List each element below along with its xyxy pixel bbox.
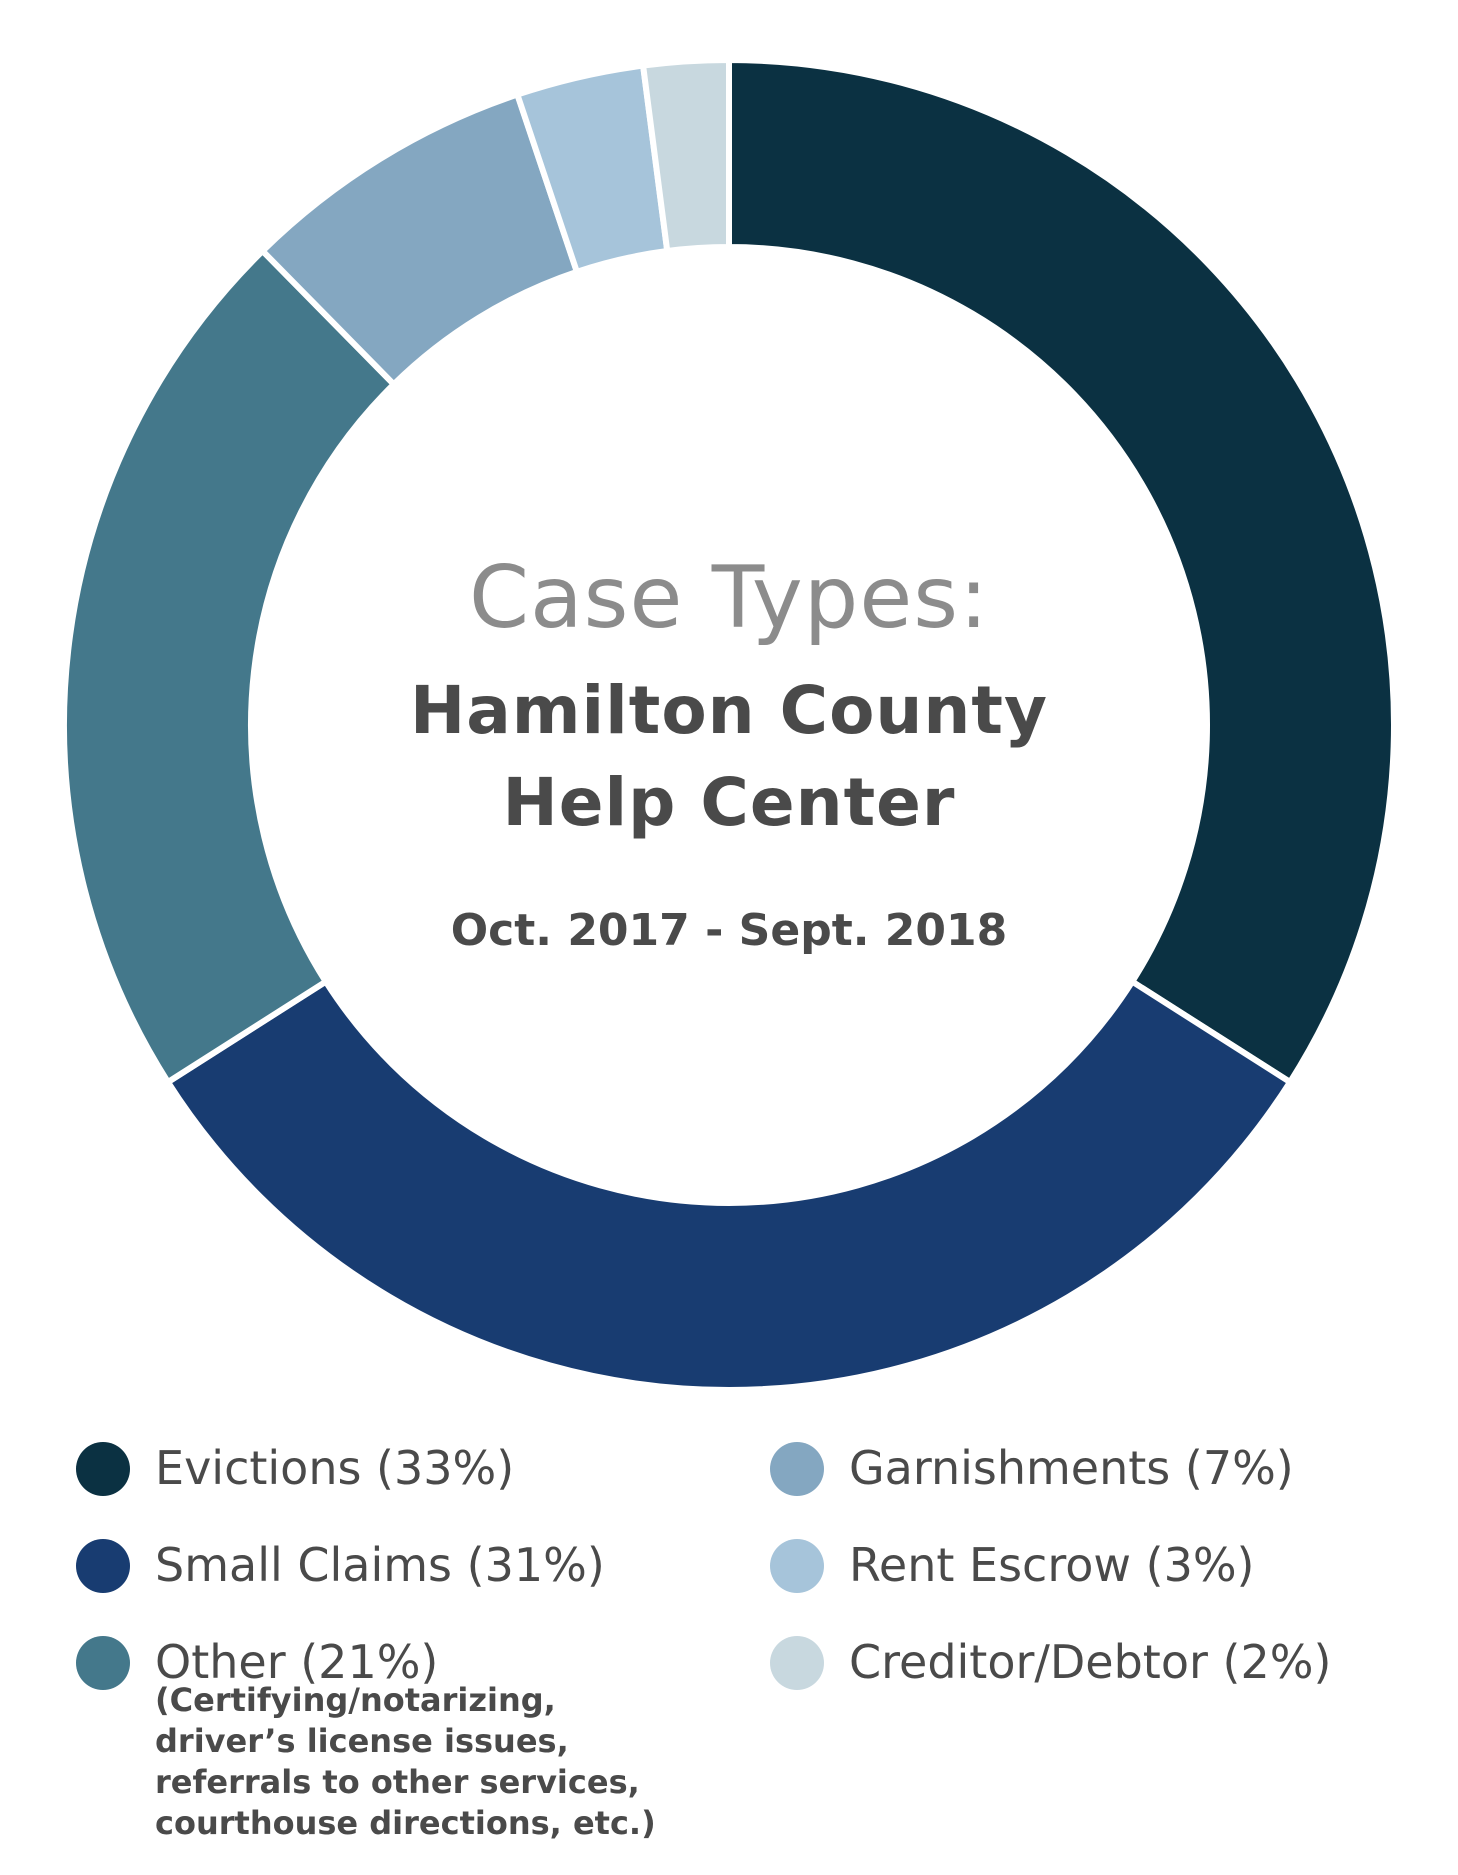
legend-label-garnishments: Garnishments (7%)	[849, 1441, 1294, 1495]
legend-swatch-evictions	[76, 1442, 130, 1496]
legend-other-note: (Certifying/notarizing, driver’s license…	[155, 1680, 656, 1844]
legend-swatch-garnishments	[770, 1442, 824, 1496]
slice-creditor-debtor	[639, 56, 732, 255]
chart-subtitle-line-1: Hamilton County	[410, 672, 1048, 749]
legend-swatch-small-claims	[76, 1539, 130, 1593]
legend-other-note-line: (Certifying/notarizing,	[155, 1681, 556, 1719]
chart-subtitle-line-2: Help Center	[502, 764, 956, 841]
legend-label-evictions: Evictions (33%)	[155, 1441, 515, 1495]
legend-swatch-creditor-debtor	[770, 1636, 824, 1690]
legend-label-creditor-debtor: Creditor/Debtor (2%)	[849, 1635, 1332, 1689]
legend-label-rent-escrow: Rent Escrow (3%)	[849, 1538, 1255, 1592]
slice-evictions	[726, 56, 1397, 1087]
legend-label-small-claims: Small Claims (31%)	[155, 1538, 605, 1592]
legend-label-other: Other (21%)	[155, 1635, 439, 1689]
slice-small-claims	[163, 977, 1295, 1393]
slice-other	[61, 246, 398, 1087]
chart-date-range: Oct. 2017 - Sept. 2018	[450, 905, 1008, 956]
legend-other-note-line: driver’s license issues,	[155, 1722, 569, 1760]
legend-swatch-other	[76, 1636, 130, 1690]
chart-title: Case Types:	[468, 548, 990, 648]
legend-swatch-rent-escrow	[770, 1539, 824, 1593]
legend-other-note-line: referrals to other services,	[155, 1763, 640, 1801]
legend-other-note-line: courthouse directions, etc.)	[155, 1804, 656, 1842]
